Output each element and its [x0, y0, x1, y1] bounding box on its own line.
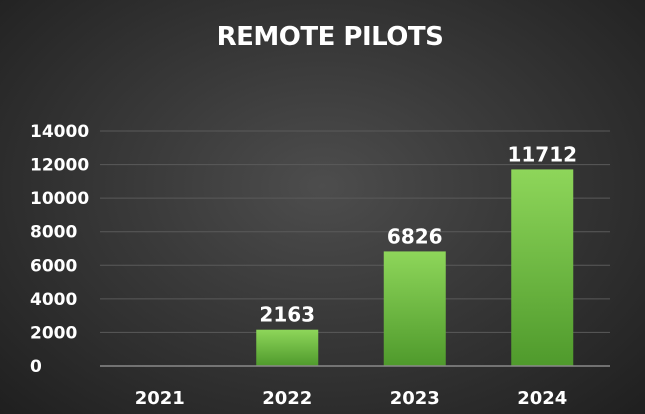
bars	[256, 169, 574, 366]
y-tick-label: 2000	[30, 323, 77, 343]
data-label-2023: 6826	[387, 224, 443, 248]
chart-title: REMOTE PILOTS	[217, 22, 444, 52]
x-tick-label-2024: 2024	[517, 388, 567, 409]
data-label-2022: 2163	[259, 303, 315, 327]
data-label-2024: 11712	[507, 142, 577, 166]
y-tick-label: 4000	[30, 290, 77, 310]
y-tick-label: 12000	[30, 156, 89, 176]
y-tick-label: 10000	[30, 189, 89, 209]
x-tick-label-2022: 2022	[262, 388, 312, 409]
y-tick-label: 8000	[30, 223, 77, 243]
data-labels: 2163 6826 11712	[259, 142, 577, 326]
x-axis-ticks: 2021 2022 2023 2024	[135, 388, 568, 409]
y-tick-label: 0	[30, 357, 42, 377]
bar-2022	[256, 329, 319, 366]
gridlines	[100, 130, 610, 333]
bar-2024	[511, 169, 574, 366]
x-tick-label-2023: 2023	[390, 388, 440, 409]
x-tick-label-2021: 2021	[135, 388, 185, 409]
bar-2023	[383, 251, 446, 366]
y-tick-label: 14000	[30, 122, 89, 142]
y-axis-ticks: 0 2000 4000 6000 8000 10000 12000 14000	[30, 122, 89, 377]
y-tick-label: 6000	[30, 256, 77, 276]
